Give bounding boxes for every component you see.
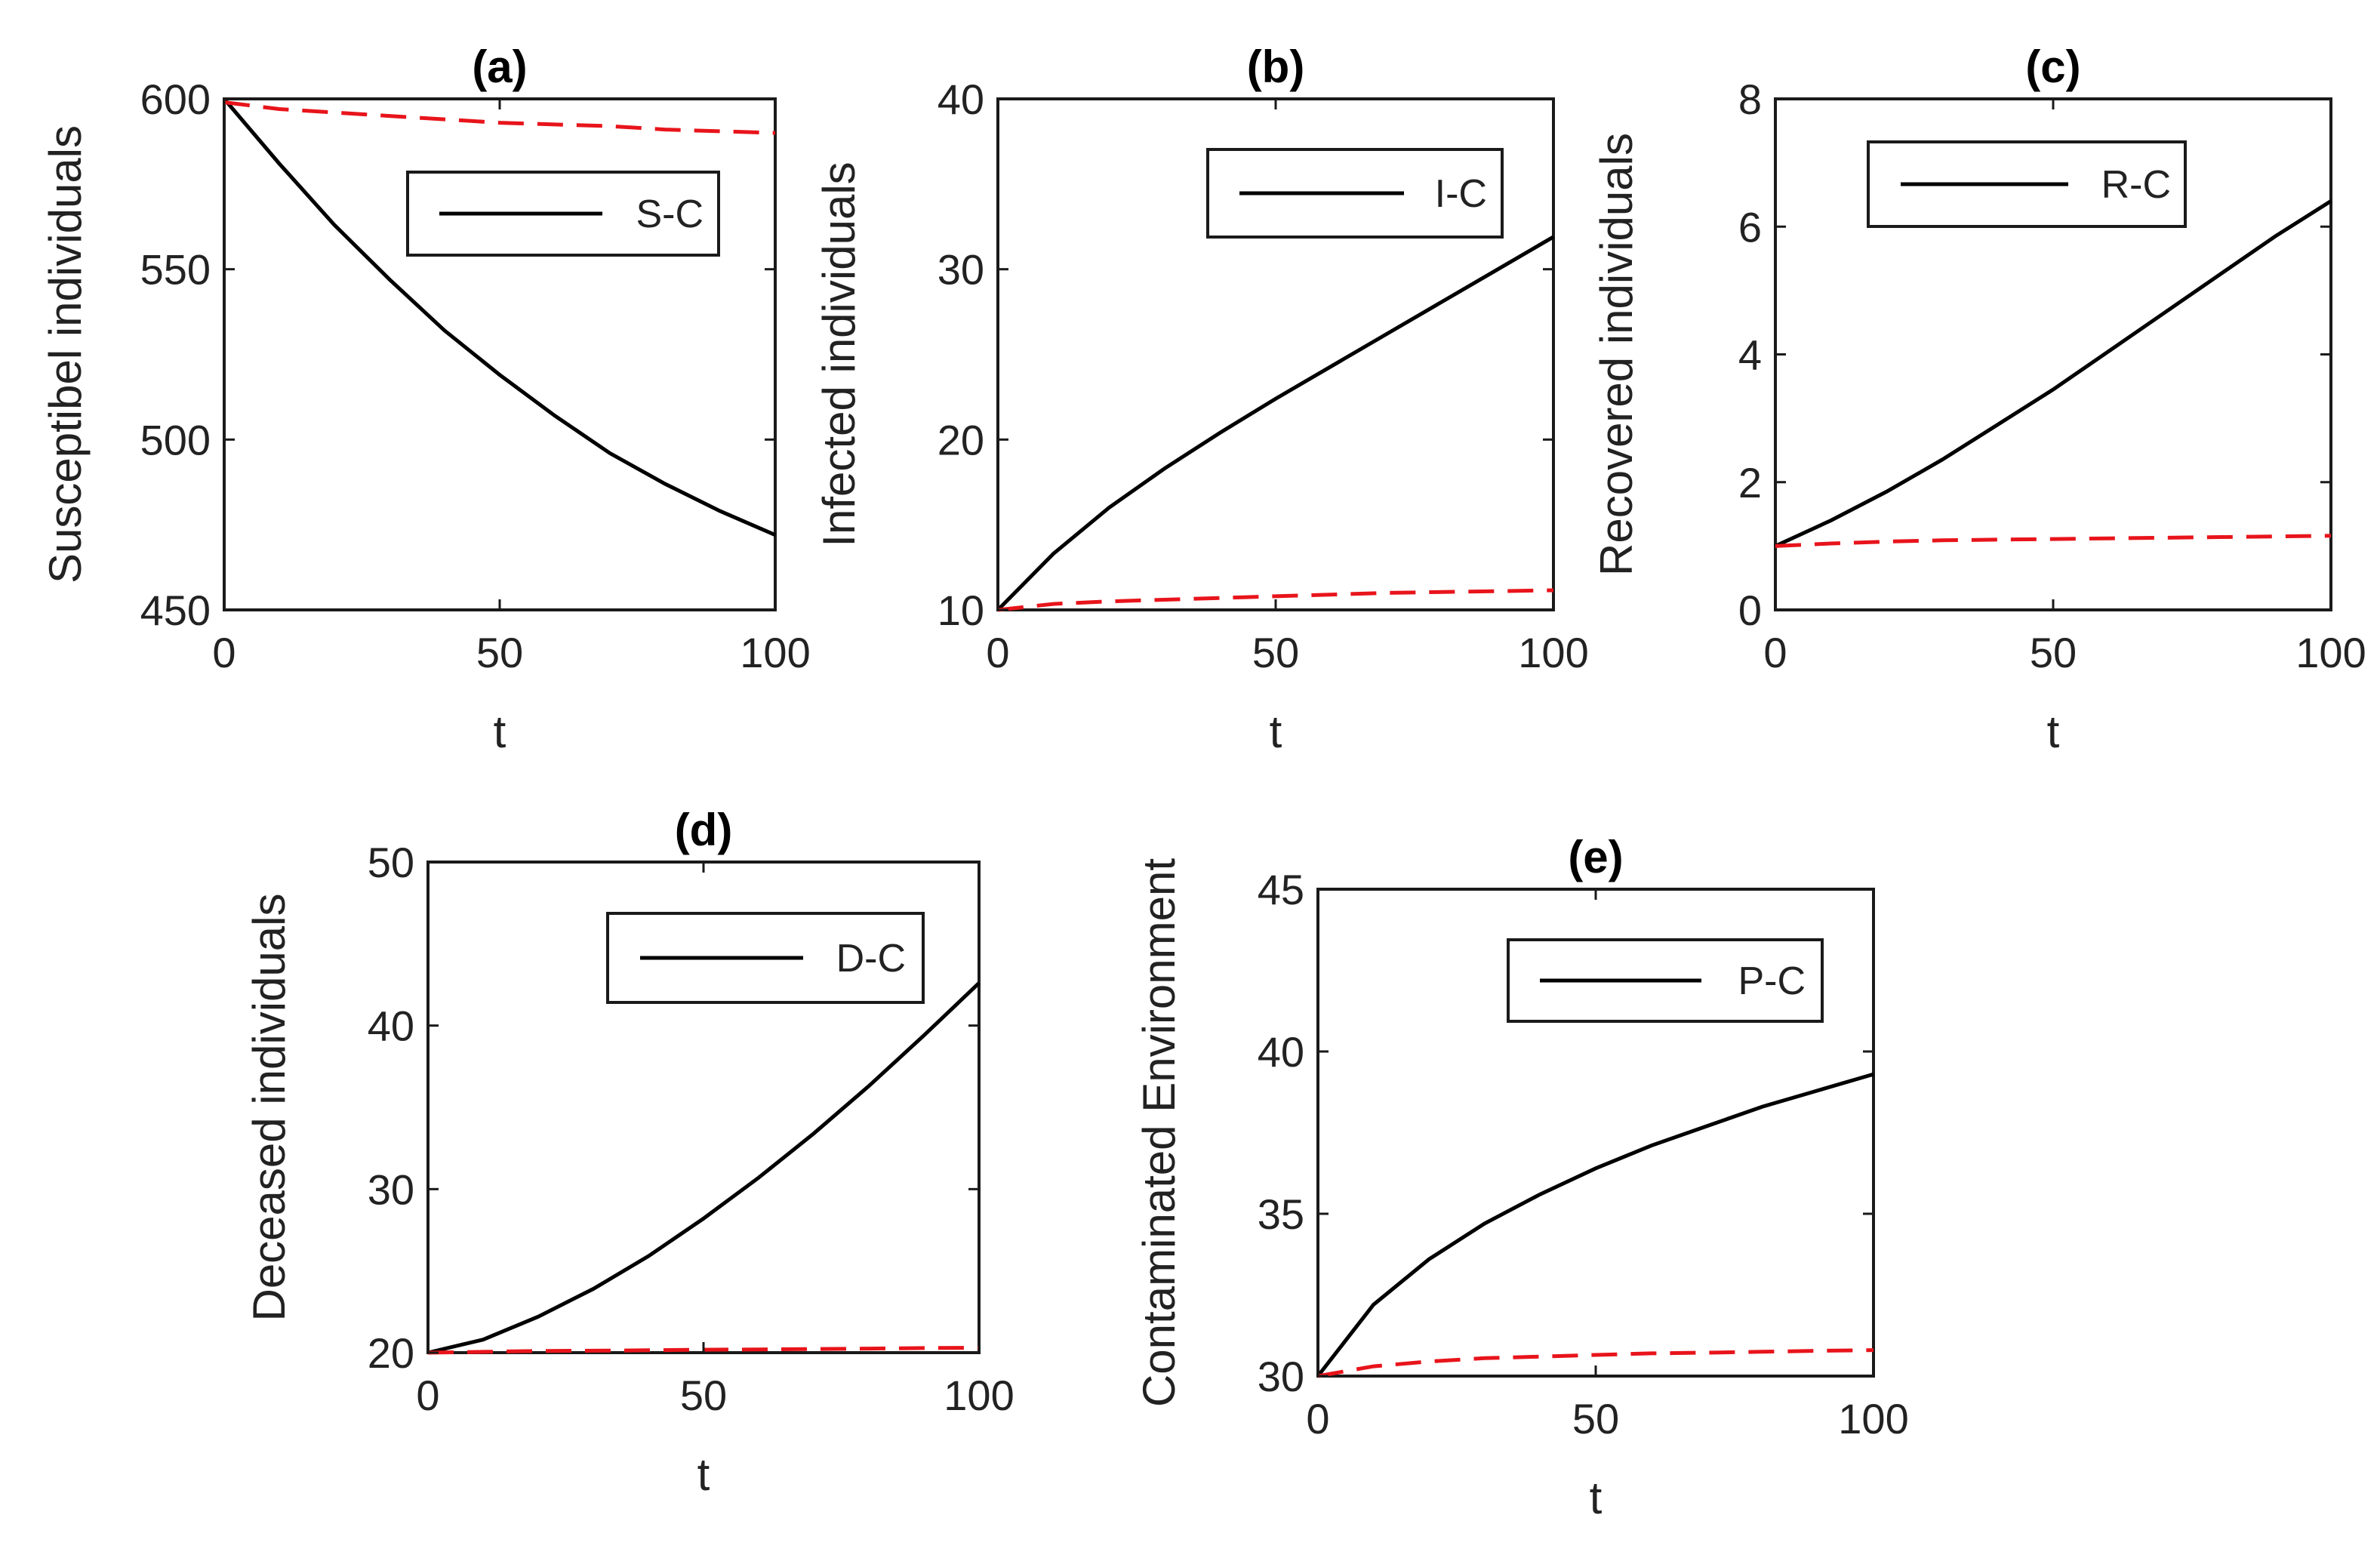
solid-series-line [1774, 199, 2332, 548]
chart-panel-5: 0 50 100 30 35 40 45 (e) t Contaminated Environme… [1134, 832, 1909, 1523]
dashed-series-line [997, 588, 1554, 612]
panel-title: (c) [2025, 42, 2080, 92]
y-tick-label: 20 [368, 1329, 414, 1377]
x-axis-label: t [1270, 707, 1282, 757]
y-tick-label: 2 [1738, 459, 1762, 506]
y-axis-label: Deceased individuals [244, 893, 294, 1321]
panel-title: (a) [472, 42, 527, 92]
x-tick-label: 50 [680, 1372, 727, 1419]
y-tick-label: 500 [140, 416, 211, 463]
panel-title: (b) [1247, 42, 1305, 92]
dashed-series-line [1775, 534, 2332, 548]
y-axis-label: Infected individuals [814, 162, 864, 547]
y-tick-label: 600 [140, 75, 211, 123]
legend: R-C [1867, 140, 2187, 228]
dashed-series-line [1317, 1348, 1874, 1378]
chart-panel-2: 0 50 100 10 20 30 40 (b) t Infected individuals I-… [814, 42, 1589, 757]
legend-label: S-C [636, 192, 704, 236]
solid-series-line [1316, 1072, 1874, 1378]
y-tick-label: 30 [368, 1165, 414, 1213]
legend: S-C [406, 171, 720, 257]
x-tick-label: 0 [416, 1372, 439, 1419]
y-tick-label: 45 [1258, 866, 1304, 913]
x-tick-label: 100 [944, 1372, 1014, 1419]
legend: P-C [1507, 938, 1824, 1023]
solid-series-line [223, 97, 776, 537]
y-tick-label: 0 [1738, 587, 1762, 634]
x-axis-label: t [1590, 1473, 1603, 1523]
chart-panel-3: 0 50 100 0 2 4 6 8 (c) t Recovered individuals R-C [1591, 42, 2366, 757]
y-tick-label: 40 [1258, 1028, 1304, 1076]
y-axis-label: Contaminated Environment [1134, 858, 1184, 1407]
dashed-series-line [223, 100, 776, 135]
x-tick-label: 0 [212, 629, 236, 676]
x-tick-label: 100 [1518, 629, 1588, 676]
legend: I-C [1206, 148, 1504, 239]
y-tick-label: 40 [938, 75, 984, 123]
chart-panel-4: 0 50 100 20 30 40 50 (d) t Deceased individuals D-… [244, 805, 1015, 1500]
panel-title: (d) [675, 805, 733, 855]
y-axis-label: Susceptibel individuals [40, 125, 91, 583]
x-tick-label: 0 [1306, 1395, 1329, 1442]
y-tick-label: 30 [1258, 1353, 1304, 1400]
x-tick-label: 0 [1763, 629, 1787, 676]
x-tick-label: 50 [2030, 629, 2077, 676]
x-tick-label: 100 [1838, 1395, 1908, 1442]
y-tick-label: 8 [1738, 75, 1762, 123]
legend-label: D-C [836, 937, 906, 981]
legend-label: P-C [1738, 959, 1806, 1003]
solid-series-line [427, 981, 981, 1355]
solid-series-line [996, 235, 1555, 611]
y-tick-label: 20 [938, 416, 984, 463]
x-axis-label: t [2047, 707, 2060, 757]
y-tick-label: 550 [140, 246, 211, 294]
legend-label: R-C [2101, 163, 2171, 207]
x-tick-label: 50 [1572, 1395, 1619, 1442]
x-axis-label: t [697, 1449, 710, 1500]
y-tick-label: 50 [368, 839, 414, 886]
y-tick-label: 40 [368, 1002, 414, 1050]
y-axis-label: Recovered individuals [1591, 133, 1642, 576]
y-tick-label: 10 [938, 587, 984, 634]
chart-panel-1: 0 50 100 450 500 550 600 (a) t Susceptibel indivi… [40, 42, 811, 757]
legend-label: I-C [1435, 172, 1487, 216]
panel-title: (e) [1568, 832, 1623, 882]
x-tick-label: 100 [740, 629, 810, 676]
x-tick-label: 50 [1252, 629, 1299, 676]
x-axis-label: t [494, 707, 506, 757]
x-tick-label: 100 [2295, 629, 2366, 676]
y-tick-label: 4 [1738, 331, 1762, 379]
y-tick-label: 450 [140, 587, 211, 634]
y-tick-label: 6 [1738, 203, 1762, 251]
legend: D-C [606, 912, 925, 1004]
x-tick-label: 50 [476, 629, 523, 676]
y-tick-label: 30 [938, 246, 984, 294]
x-tick-label: 0 [986, 629, 1009, 676]
y-tick-label: 35 [1258, 1190, 1304, 1238]
